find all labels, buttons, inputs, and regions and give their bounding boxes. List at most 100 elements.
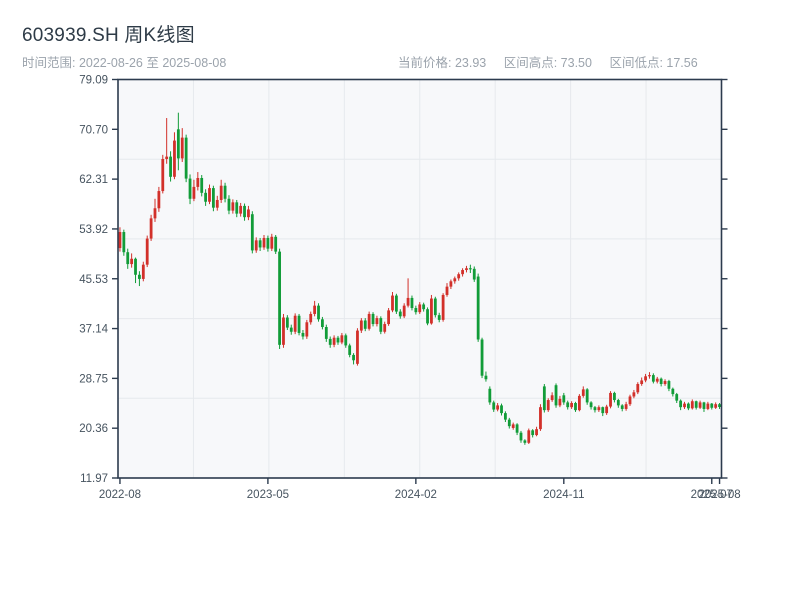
candle-up [157,186,161,212]
candle-up [165,118,169,164]
candle-down [718,403,721,409]
candle-down [671,387,675,397]
candle-down [613,391,616,403]
candle-body [687,403,690,409]
candle-body [352,354,355,361]
candle-body [418,304,422,313]
candle-down [169,151,172,182]
candle-body [344,335,348,346]
candle-down [321,316,324,330]
candle-body [581,389,585,396]
candle-body [433,298,437,316]
y-tick-label: 53.92 [79,224,108,236]
candle-body [445,286,449,295]
candle-body [710,403,714,408]
candle-up [449,279,453,290]
candle-body [601,407,605,414]
candle-body [340,335,344,343]
candle-down [348,343,352,358]
candle-body [231,202,235,211]
candle-down [679,399,683,411]
candle-up [340,332,344,345]
candle-body [196,177,200,187]
candle-body [527,430,531,443]
candle-body [648,375,651,377]
candle-body [402,305,406,317]
candle-down [562,392,566,405]
candle-body [620,405,624,409]
candle-body [515,424,519,433]
candle-body [690,401,694,409]
candle-body [718,404,721,407]
candle-up [445,283,449,297]
candle-down [507,417,511,429]
candle-down [476,273,480,342]
candle-body [605,406,609,414]
candle-up [706,401,710,411]
candle-body [480,339,484,376]
y-tick-label: 62.31 [79,174,108,186]
candle-body [266,237,270,249]
y-tick-label: 11.97 [80,473,108,485]
candle-body [449,281,453,287]
candle-body [531,430,535,436]
candle-up [581,386,585,398]
candle-up [118,227,122,252]
candle-down [289,324,293,335]
candle-down [593,405,597,413]
candle-body [496,405,500,410]
candle-down [675,392,679,404]
candle-body [192,186,196,199]
candle-body [562,395,566,403]
candle-down [328,336,332,348]
candle-up [597,405,601,412]
candle-body [613,392,616,401]
candle-body [239,205,243,214]
candle-body [138,274,141,279]
candle-body [173,140,176,177]
x-tick-label: 2025-07 [691,489,733,501]
candle-body [679,400,683,408]
candle-body [188,178,192,199]
candle-down [566,400,570,410]
candle-body [574,403,577,411]
candle-body [492,402,496,410]
candle-body [145,238,149,265]
candle-body [539,407,542,430]
candle-up [367,311,371,331]
candle-down [204,189,208,206]
candle-body [270,236,274,249]
candle-body [589,402,593,408]
candle-up [535,426,538,437]
candle-body [422,304,426,310]
candle-body [176,129,180,159]
candle-body [437,315,441,320]
candle-up [309,311,313,325]
candle-body [624,404,628,409]
candle-body [488,388,492,403]
candle-down [266,235,270,252]
y-tick-label: 79.09 [79,75,108,87]
candle-body [262,237,266,248]
candle-body [476,276,480,340]
candle-up [577,394,581,412]
candle-body [472,268,476,280]
candle-down [414,305,418,315]
candle-up [161,154,165,194]
candle-body [309,313,313,323]
candle-body [519,432,523,441]
x-tick-label: 2024-02 [395,489,437,501]
candle-body [683,403,686,408]
candle-body [546,400,550,411]
candle-down [122,229,126,256]
candle-body [523,440,527,443]
x-tick-label: 2025-08 [698,489,740,501]
candle-up [605,404,609,415]
candle-down [371,312,375,327]
candle-body [410,297,414,309]
candle-down [488,386,492,405]
candle-body [542,386,546,411]
candle-down [585,388,589,405]
candle-body [465,268,468,271]
candle-body [414,308,418,313]
